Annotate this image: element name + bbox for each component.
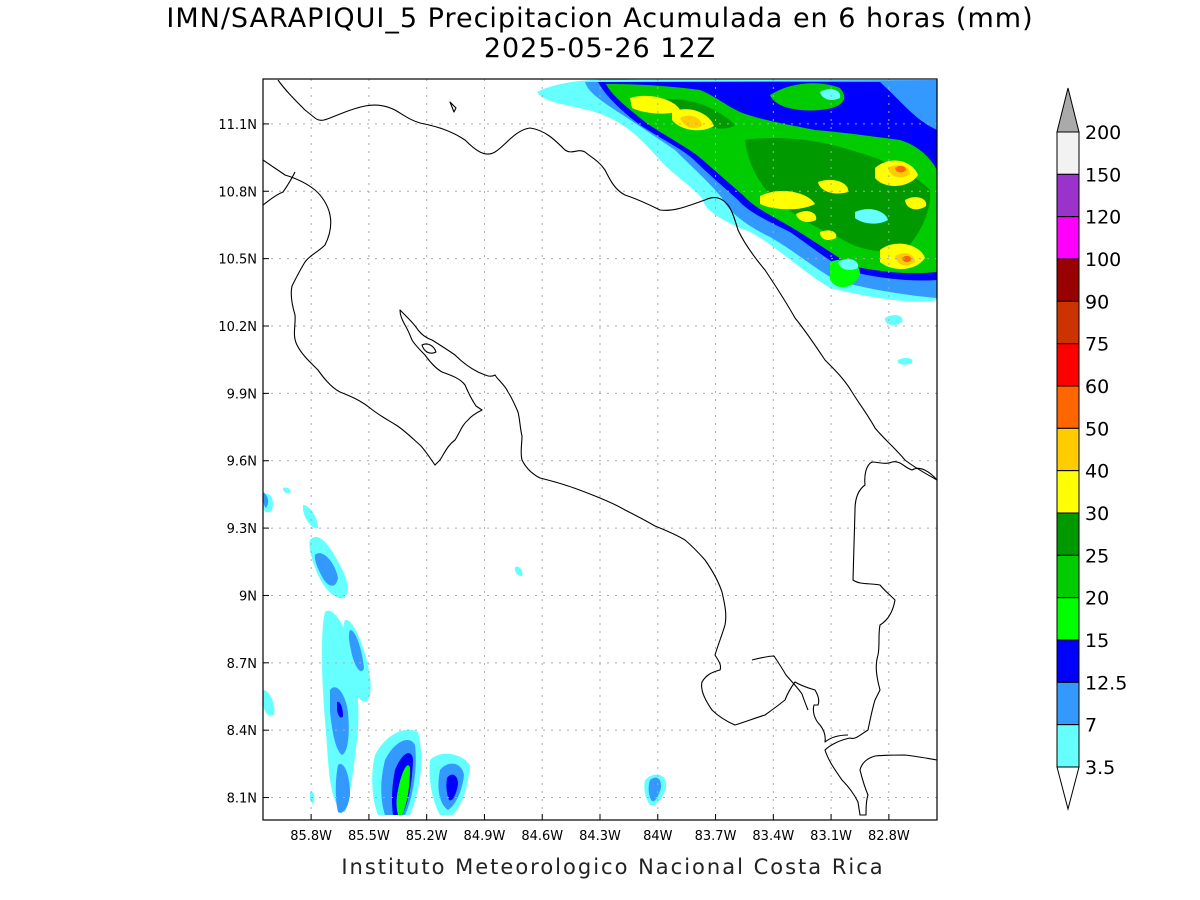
lon-tick-label: 85.5W bbox=[348, 829, 390, 844]
lon-tick-label: 83.1W bbox=[810, 829, 852, 844]
colorbar-label: 50 bbox=[1085, 418, 1109, 440]
lon-tick-label: 85.8W bbox=[290, 829, 332, 844]
lon-tick-label: 83.7W bbox=[695, 829, 737, 844]
colorbar-label: 150 bbox=[1085, 164, 1121, 186]
colorbar-segment bbox=[1056, 258, 1080, 302]
colorbar-segment bbox=[1056, 300, 1080, 345]
map-title: IMN/SARAPIQUI_5 Precipitacion Acumulada … bbox=[166, 3, 1034, 34]
precip-band-northeast bbox=[537, 79, 937, 365]
colorbar-label: 30 bbox=[1085, 503, 1109, 525]
colorbar-label: 15 bbox=[1085, 630, 1109, 652]
colorbar-label: 90 bbox=[1085, 291, 1109, 313]
colorbar-max-arrow bbox=[1056, 87, 1080, 133]
lat-tick-label: 10.8N bbox=[218, 185, 257, 200]
lat-tick-label: 9.6N bbox=[227, 455, 257, 470]
lat-tick-label: 9.9N bbox=[227, 387, 257, 402]
precip-cells-southwest bbox=[263, 487, 667, 815]
colorbar-segment bbox=[1056, 512, 1080, 556]
colorbar-segment bbox=[1056, 724, 1080, 768]
colorbar-label: 40 bbox=[1085, 461, 1109, 483]
lat-tick-label: 11.1N bbox=[218, 118, 257, 133]
colorbar-segment bbox=[1056, 427, 1080, 472]
lat-tick-label: 8.1N bbox=[227, 792, 257, 807]
colorbar-label: 100 bbox=[1085, 249, 1121, 271]
colorbar-segment bbox=[1056, 385, 1080, 429]
colorbar-label: 20 bbox=[1085, 588, 1109, 610]
lat-tick-label: 9.3N bbox=[227, 522, 257, 537]
longitude-axis: 85.8W 85.5W 85.2W 84.9W 84.6W 84.3W 84W 83.7W 83… bbox=[290, 814, 910, 844]
lon-tick-label: 83.4W bbox=[752, 829, 794, 844]
colorbar-segment bbox=[1056, 597, 1080, 641]
colorbar-segment bbox=[1056, 173, 1080, 218]
colorbar-label: 3.5 bbox=[1085, 757, 1115, 779]
map-grid bbox=[263, 79, 937, 820]
colorbar-label: 7 bbox=[1085, 715, 1097, 737]
colorbar-segment bbox=[1056, 470, 1080, 514]
colorbar-label: 12.5 bbox=[1085, 672, 1127, 694]
colorbar-label: 75 bbox=[1085, 334, 1109, 356]
colorbar-label: 120 bbox=[1085, 207, 1121, 229]
colorbar-label: 60 bbox=[1085, 376, 1109, 398]
latitude-axis: 11.1N 10.8N 10.5N 10.2N 9.9N 9.6N 9.3N 9N 8.7N 8.… bbox=[218, 118, 269, 807]
lon-tick-label: 85.2W bbox=[406, 829, 448, 844]
lat-tick-label: 10.5N bbox=[218, 253, 257, 268]
lat-tick-label: 9N bbox=[239, 589, 257, 604]
map-date: 2025-05-26 12Z bbox=[483, 33, 717, 64]
colorbar-segment bbox=[1056, 131, 1080, 175]
colorbar-segment bbox=[1056, 681, 1080, 726]
lon-tick-label: 84W bbox=[643, 829, 673, 844]
footer-credit: Instituto Meteorologico Nacional Costa R… bbox=[341, 855, 885, 879]
colorbar-segment bbox=[1056, 216, 1080, 260]
colorbar-label: 200 bbox=[1085, 122, 1121, 144]
lat-tick-label: 8.4N bbox=[227, 724, 257, 739]
colorbar-min-arrow bbox=[1056, 766, 1080, 811]
precip-layer bbox=[263, 79, 937, 815]
colorbar-label: 25 bbox=[1085, 545, 1109, 567]
lon-tick-label: 84.3W bbox=[579, 829, 621, 844]
colorbar: 200 150 120 100 90 75 60 50 40 30 25 20 15 12.5 7 3.5 bbox=[1056, 87, 1127, 811]
lat-tick-label: 8.7N bbox=[227, 657, 257, 672]
lon-tick-label: 84.6W bbox=[521, 829, 563, 844]
lon-tick-label: 82.8W bbox=[868, 829, 910, 844]
coastline bbox=[263, 79, 937, 816]
lat-tick-label: 10.2N bbox=[218, 320, 257, 335]
colorbar-segment bbox=[1056, 343, 1080, 387]
colorbar-segment bbox=[1056, 639, 1080, 683]
colorbar-segment bbox=[1056, 554, 1080, 599]
lon-tick-label: 84.9W bbox=[464, 829, 506, 844]
